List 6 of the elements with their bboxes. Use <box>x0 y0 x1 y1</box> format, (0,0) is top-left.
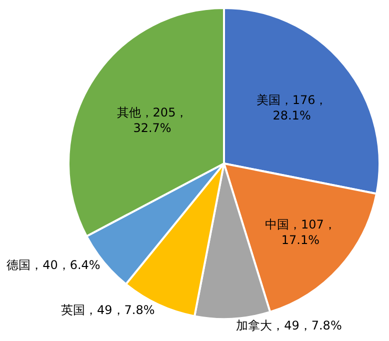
slice-label: 其他，205， 32.7% <box>116 105 188 136</box>
slice-label: 中国，107， 17.1% <box>265 218 336 248</box>
slice-label: 美国，176， 28.1% <box>256 93 328 123</box>
slice-label: 英国，49，7.8% <box>60 303 155 318</box>
slice-label: 德国，40，6.4% <box>6 258 100 272</box>
slice-label: 加拿大，49，7.8% <box>236 318 342 333</box>
